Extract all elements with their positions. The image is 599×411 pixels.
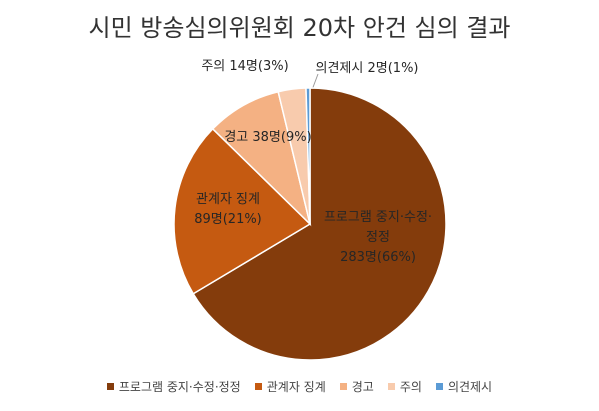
legend-label: 경고 (351, 380, 374, 394)
legend-swatch (339, 383, 347, 390)
data-label-value: 38명(9%) (252, 130, 312, 145)
data-label-value: 14명(3%) (229, 59, 289, 74)
pie-slice (192, 87, 447, 361)
data-label: 경고 38명(9%) (224, 128, 311, 148)
legend-label: 관계자 징계 (266, 380, 326, 394)
data-label: 주의 14명(3%) (201, 57, 288, 77)
legend-item: 의견제시 (435, 378, 493, 395)
legend-item: 관계자 징계 (254, 378, 326, 395)
data-label-category: 주의 (201, 59, 226, 74)
legend-label: 프로그램 중지·수정·정정 (118, 380, 241, 394)
data-label-category: 프로그램 중지·수정·정정 (323, 210, 433, 245)
data-label-value: 2명(1%) (367, 61, 419, 76)
pie-slice (305, 87, 311, 225)
legend-label: 의견제시 (447, 380, 493, 394)
data-label-category: 경고 (224, 130, 249, 145)
data-label: 프로그램 중지·수정·정정 283명(66%) (323, 208, 433, 268)
legend: 프로그램 중지·수정·정정 관계자 징계 경고 주의 의견제시 (0, 378, 599, 395)
data-label: 관계자 징계 89명(21%) (173, 190, 283, 230)
data-label: 의견제시 2명(1%) (316, 59, 419, 79)
legend-label: 주의 (399, 380, 422, 394)
data-label-value: 89명(21%) (194, 212, 262, 227)
legend-item: 주의 (387, 378, 422, 395)
legend-item: 프로그램 중지·수정·정정 (106, 378, 241, 395)
legend-swatch (106, 383, 114, 390)
pie-slice (173, 127, 312, 295)
legend-swatch (435, 383, 443, 390)
legend-item: 경고 (339, 378, 374, 395)
legend-swatch (254, 383, 262, 390)
data-label-value: 283명(66%) (340, 250, 416, 265)
data-label-category: 관계자 징계 (196, 192, 260, 207)
legend-swatch (387, 383, 395, 390)
data-label-category: 의견제시 (315, 61, 364, 76)
chart-title: 시민 방송심의위원회 20차 안건 심의 결과 (88, 14, 511, 42)
